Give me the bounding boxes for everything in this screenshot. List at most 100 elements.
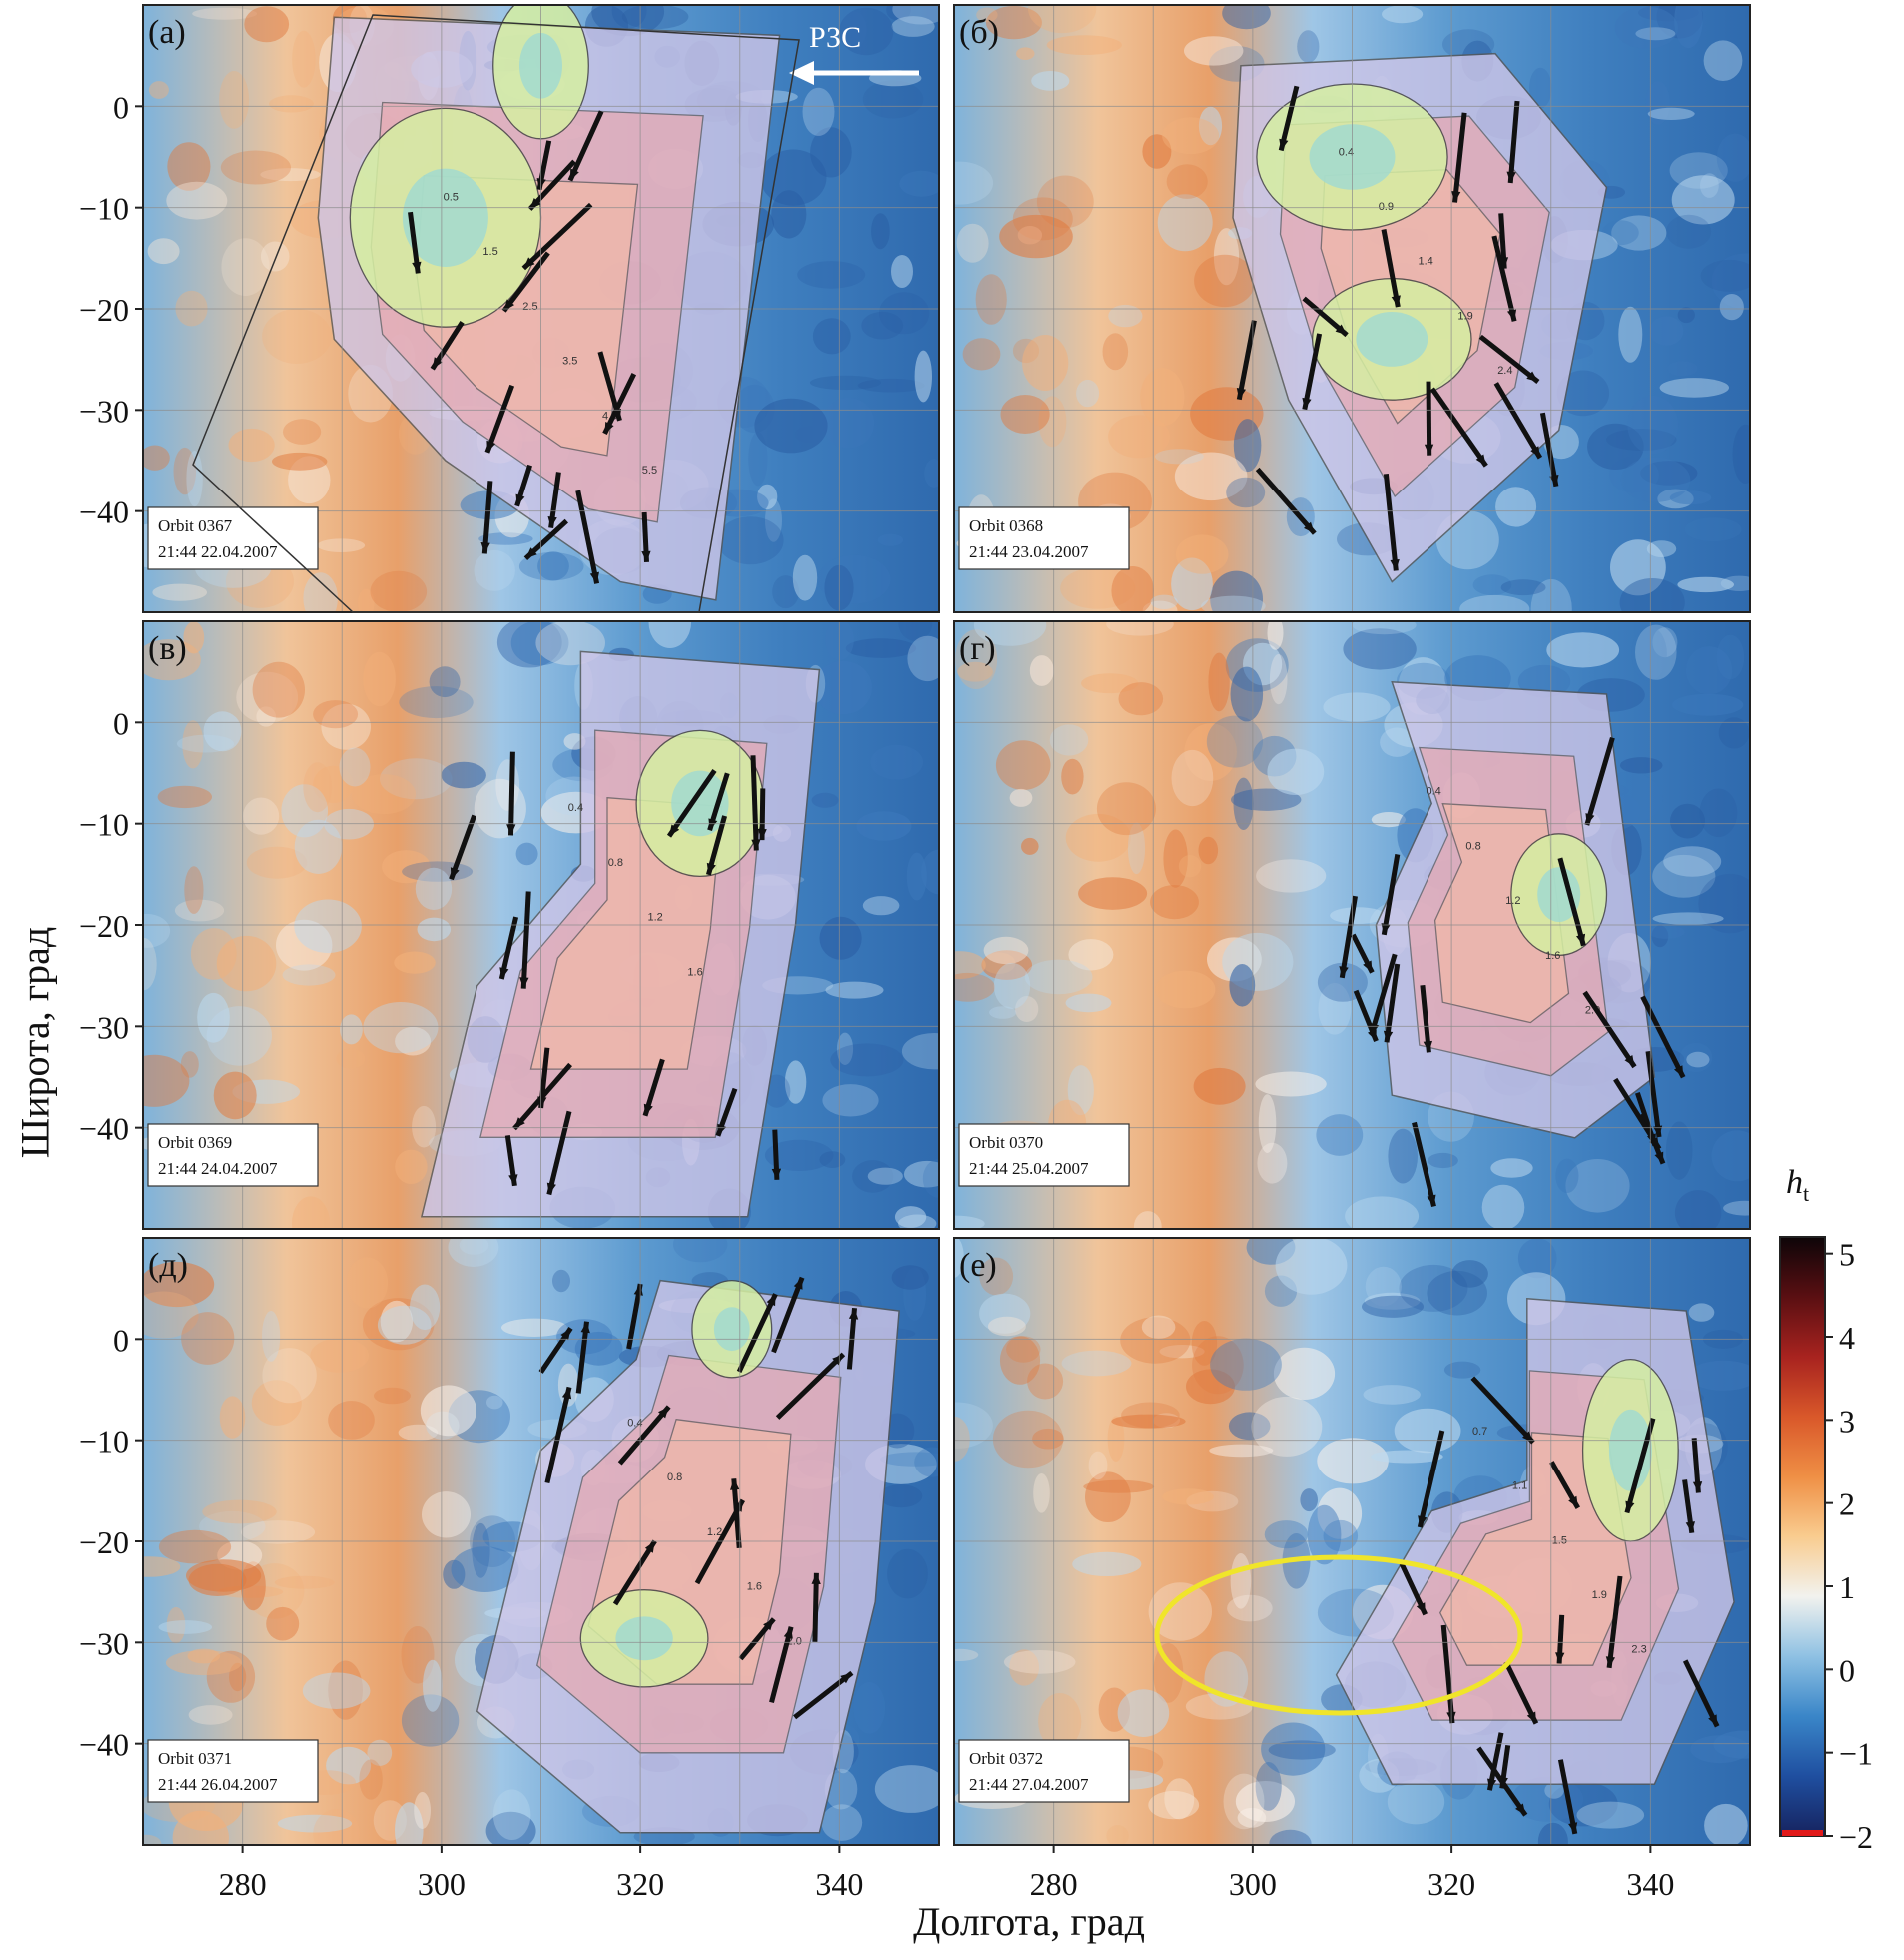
wind-arrowhead	[1391, 295, 1401, 308]
field-texture	[765, 498, 782, 542]
field-texture	[1269, 654, 1288, 705]
contour-core	[1608, 1409, 1652, 1491]
field-texture	[1088, 1451, 1108, 1480]
wind-arrowhead	[783, 1626, 793, 1639]
field-texture	[272, 452, 328, 471]
field-texture	[1713, 1730, 1750, 1759]
wind-arrow	[812, 1572, 819, 1642]
wind-arrowhead	[730, 1478, 740, 1490]
field-texture	[395, 1802, 424, 1845]
field-texture	[429, 666, 461, 698]
field-texture	[1227, 1594, 1273, 1622]
field-texture	[328, 1660, 363, 1720]
panel-frame	[953, 4, 1751, 613]
field-texture	[901, 1033, 939, 1070]
field-texture	[1345, 1196, 1420, 1229]
wind-arrowhead	[1605, 1656, 1615, 1668]
wind-arrowhead	[1383, 1030, 1394, 1043]
contour-label: 1.6	[1545, 950, 1560, 962]
field-texture	[143, 913, 171, 948]
wind-arrowhead	[612, 408, 621, 421]
field-texture	[158, 1529, 232, 1564]
field-texture	[1006, 1336, 1041, 1363]
field-texture	[1670, 803, 1705, 839]
field-texture	[1141, 1315, 1176, 1339]
field-texture	[276, 919, 333, 971]
y-tick-label: −30	[79, 1009, 129, 1045]
wind-arrow	[512, 1062, 572, 1131]
wind-arrowhead	[1507, 309, 1517, 322]
field-texture	[206, 1006, 272, 1066]
field-texture	[1611, 215, 1667, 251]
field-texture	[1627, 395, 1679, 455]
field-texture	[147, 238, 180, 265]
orbit-number: Orbit 0367	[158, 516, 233, 535]
wind-arrowhead	[1568, 1495, 1578, 1508]
field-texture	[1255, 1071, 1327, 1097]
field-texture	[819, 1151, 846, 1168]
field-texture	[1163, 829, 1188, 888]
field-texture	[880, 1452, 939, 1467]
wind-arrow	[520, 891, 531, 989]
field-texture	[1003, 1650, 1076, 1674]
field-texture	[1667, 361, 1698, 377]
panel-label: (в)	[148, 630, 187, 667]
field-texture	[1000, 395, 1050, 434]
wind-arrowhead	[1549, 475, 1559, 487]
wind-arrow	[1383, 474, 1399, 571]
orbit-number: Orbit 0369	[158, 1133, 232, 1152]
field-texture	[1323, 692, 1391, 722]
wind-arrow	[775, 1352, 846, 1420]
wind-arrowhead	[503, 299, 514, 312]
field-texture	[474, 549, 515, 591]
field-texture	[1256, 859, 1327, 893]
wind-arrow	[1645, 1050, 1662, 1138]
field-texture	[1677, 576, 1734, 593]
field-texture	[1679, 1042, 1713, 1073]
y-tick-label: −30	[79, 1625, 129, 1661]
field-texture	[180, 1051, 199, 1078]
wind-arrowhead	[1424, 444, 1434, 456]
field-texture	[1649, 316, 1684, 346]
field-texture	[1191, 1321, 1218, 1366]
wind-arrow	[597, 351, 622, 422]
wind-arrowhead	[1390, 559, 1400, 571]
field-texture	[165, 1650, 242, 1676]
field-texture	[448, 1238, 499, 1267]
field-texture	[346, 1257, 389, 1309]
wind-arrowhead	[546, 1182, 556, 1195]
field-texture	[1230, 666, 1264, 722]
wind-arrow	[666, 768, 717, 838]
wind-arrow	[521, 202, 593, 271]
wind-arrow	[1507, 100, 1520, 184]
field-texture	[199, 1510, 266, 1542]
field-texture	[1688, 1303, 1715, 1322]
field-texture	[260, 241, 290, 272]
wind-arrowhead	[832, 1354, 844, 1366]
field-texture	[1258, 1094, 1277, 1153]
colorbar-tick-label: 5	[1839, 1237, 1855, 1273]
wind-arrow	[575, 1321, 589, 1394]
field-texture	[857, 378, 925, 393]
field-texture	[1155, 970, 1216, 1009]
rzs-annotation: РЗС	[809, 21, 861, 54]
field-texture	[143, 937, 157, 991]
field-texture	[415, 867, 453, 911]
field-texture	[1142, 134, 1172, 169]
wind-arrow	[793, 1670, 854, 1720]
field-texture	[1388, 1128, 1418, 1184]
field-texture	[1699, 788, 1738, 838]
wind-arrow	[1381, 229, 1401, 308]
wind-arrow	[508, 751, 515, 836]
field-texture	[1133, 1211, 1162, 1229]
field-texture	[1659, 378, 1730, 398]
field-texture	[1716, 133, 1750, 182]
field-texture	[1716, 634, 1745, 680]
field-texture	[410, 1284, 441, 1331]
field-texture	[382, 850, 431, 884]
field-texture	[1223, 1773, 1265, 1830]
y-tick-label: 0	[113, 705, 129, 741]
field-texture	[294, 819, 343, 875]
field-texture	[1677, 307, 1695, 324]
field-texture	[891, 255, 913, 288]
